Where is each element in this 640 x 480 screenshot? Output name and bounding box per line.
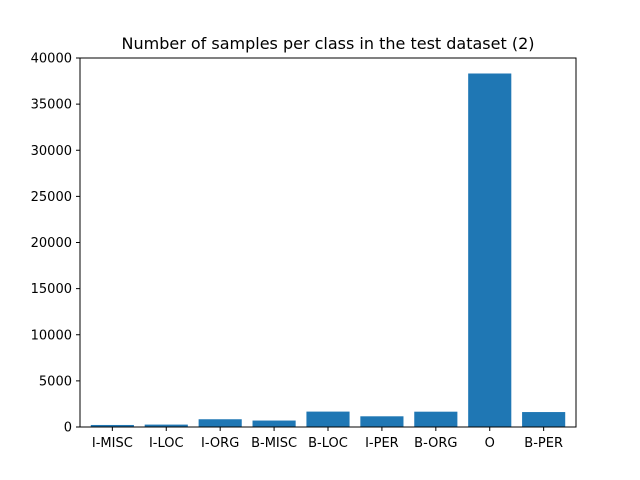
bar-b-loc [306, 411, 350, 427]
x-tick-label: I-ORG [201, 436, 239, 451]
x-tick-label: B-PER [524, 436, 563, 451]
bar-i-loc [144, 424, 188, 427]
x-tick-label: I-LOC [149, 436, 184, 451]
y-tick-label: 20000 [31, 236, 72, 251]
bar-b-misc [252, 420, 296, 427]
y-axis: 0 5000 10000 15000 20000 25000 30000 35000 40000 [31, 52, 80, 436]
y-tick-label: 5000 [39, 374, 72, 389]
plot-frame [79, 57, 577, 428]
x-axis: I-MISC I-LOC I-ORG B-MISC B-LOC I-PER B-ORG O B-… [92, 427, 563, 451]
y-tick-label: 0 [64, 421, 72, 436]
bar-b-per [522, 412, 566, 427]
bar-i-misc [90, 424, 134, 427]
y-tick-label: 15000 [31, 282, 72, 297]
x-tick-label: B-LOC [308, 436, 348, 451]
bar-i-org [198, 419, 242, 427]
bar-b-org [414, 411, 458, 427]
bar-i-per [360, 416, 404, 427]
y-tick-label: 40000 [31, 52, 72, 67]
x-tick-label: I-PER [365, 436, 399, 451]
chart-title: Number of samples per class in the test … [122, 34, 535, 53]
x-tick-label: B-MISC [251, 436, 297, 451]
x-tick-label: O [485, 436, 495, 451]
y-tick-label: 30000 [31, 144, 72, 159]
y-tick-label: 25000 [31, 190, 72, 205]
x-tick-label: B-ORG [414, 436, 457, 451]
x-tick-label: I-MISC [92, 436, 133, 451]
bar-o [468, 73, 512, 428]
y-tick-label: 10000 [31, 328, 72, 343]
y-tick-label: 35000 [31, 98, 72, 113]
bars-group [90, 73, 566, 428]
